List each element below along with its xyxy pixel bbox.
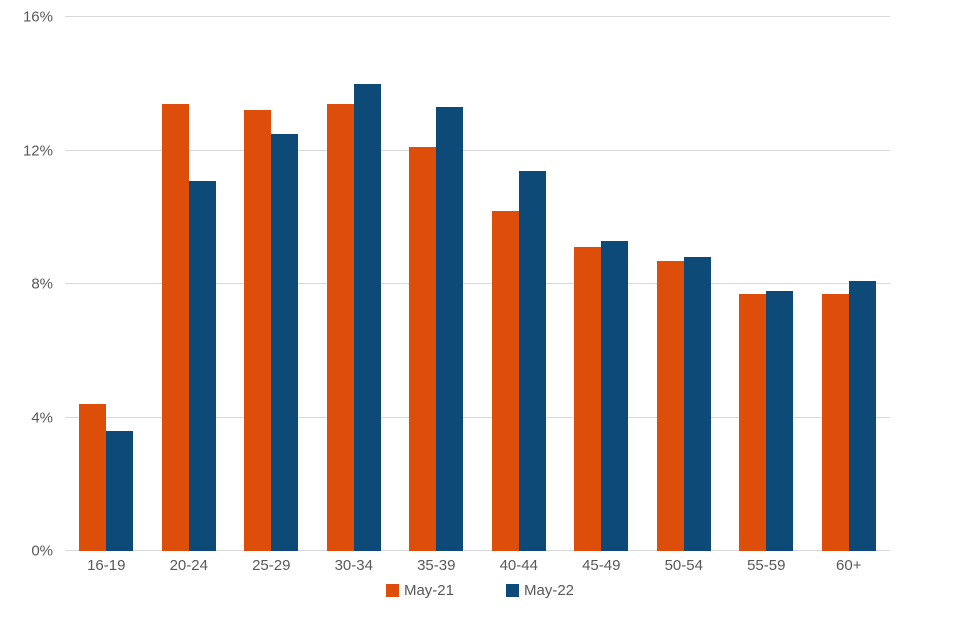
- y-tick-label: 0%: [31, 542, 53, 560]
- x-tick-label: 60+: [836, 557, 862, 574]
- bar-may-21-35-39: [409, 147, 437, 551]
- legend: May-21 May-22: [0, 582, 960, 599]
- bar-may-22-25-29: [271, 133, 299, 551]
- y-tick-label: 4%: [31, 409, 53, 426]
- bar-may-21-30-34: [326, 103, 354, 551]
- bar-may-22-40-44: [518, 170, 546, 551]
- bar-may-21-20-24: [161, 103, 189, 551]
- bar-may-21-16-19: [79, 404, 107, 551]
- x-axis-line: [65, 550, 890, 551]
- x-tick-label: 16-19: [87, 557, 126, 574]
- bar-group-40-44: [478, 17, 561, 551]
- plot-area: [65, 16, 890, 551]
- grid-line-16: [65, 16, 890, 17]
- bar-group-30-34: [313, 17, 396, 551]
- legend-swatch-icon: [385, 584, 399, 597]
- x-tick-label: 20-24: [169, 557, 208, 574]
- legend-label: May-21: [403, 582, 454, 599]
- bar-may-22-60+: [848, 280, 876, 551]
- bar-group-45-49: [560, 17, 643, 551]
- grid-line-4: [65, 416, 890, 418]
- x-axis: 16-19 20-24 25-29 30-34 35-39 40-44 45-49 50-54…: [65, 557, 890, 574]
- bar-may-21-25-29: [244, 110, 272, 551]
- y-tick-label: 12%: [22, 142, 53, 159]
- bar-may-22-45-49: [601, 240, 629, 551]
- x-tick-label: 45-49: [582, 557, 621, 574]
- legend-item-may-22: May-22: [506, 582, 574, 599]
- legend-label: May-22: [524, 582, 575, 599]
- bar-group-25-29: [230, 17, 313, 551]
- bar-group-20-24: [148, 17, 231, 551]
- bar-may-22-55-59: [766, 290, 794, 551]
- legend-swatch-icon: [506, 584, 519, 597]
- bar-groups: [65, 17, 890, 551]
- bar-group-50-54: [643, 17, 726, 551]
- bar-may-22-35-39: [436, 107, 464, 551]
- bar-may-21-50-54: [656, 260, 684, 551]
- x-tick-label: 25-29: [252, 557, 291, 574]
- bar-may-21-60+: [821, 294, 849, 551]
- y-tick-label: 8%: [31, 275, 53, 293]
- grid-line-12: [65, 149, 890, 151]
- bar-may-22-50-54: [683, 257, 711, 551]
- x-tick-label: 30-34: [334, 557, 373, 574]
- x-tick-label: 55-59: [747, 557, 786, 574]
- bar-may-21-45-49: [574, 247, 602, 551]
- bar-may-21-40-44: [491, 210, 519, 551]
- bar-may-22-30-34: [353, 83, 381, 551]
- bar-may-22-16-19: [106, 430, 134, 551]
- y-axis: 0% 4% 8% 12% 16%: [0, 10, 53, 559]
- grid-line-8: [65, 283, 890, 284]
- bar-may-22-20-24: [188, 180, 216, 551]
- bar-group-55-59: [725, 17, 808, 551]
- bar-may-21-55-59: [739, 294, 767, 551]
- bar-group-35-39: [395, 17, 478, 551]
- x-tick-label: 35-39: [417, 557, 456, 574]
- x-tick-label: 40-44: [499, 557, 538, 574]
- legend-item-may-21: May-21: [385, 582, 454, 599]
- y-tick-label: 16%: [22, 8, 53, 26]
- bar-group-60+: [808, 17, 891, 551]
- bar-group-16-19: [65, 17, 148, 551]
- x-tick-label: 50-54: [664, 557, 703, 574]
